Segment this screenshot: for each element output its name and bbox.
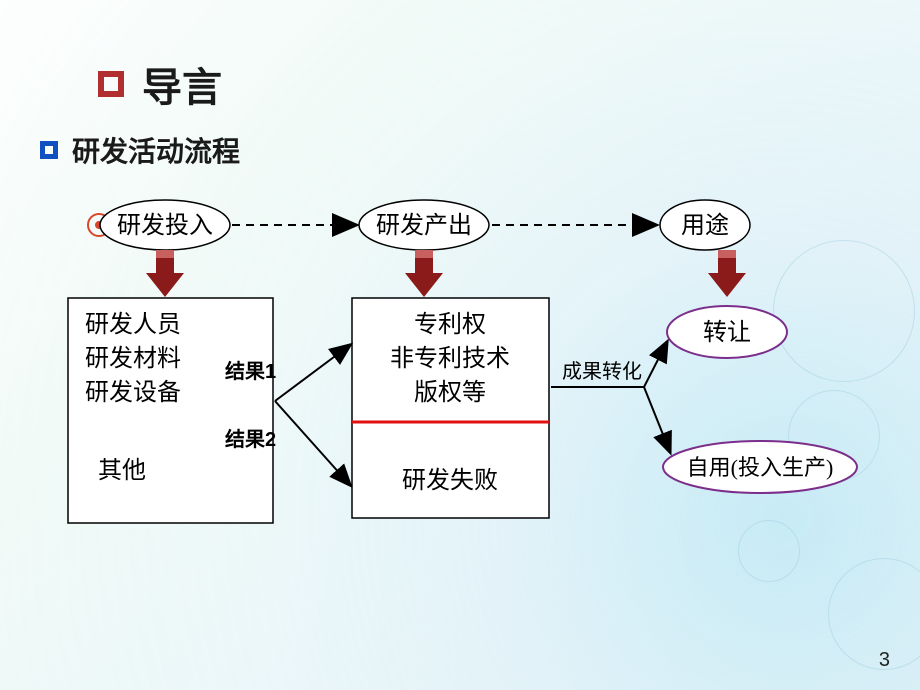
ellipse-output: 研发产出 [359, 200, 489, 250]
flowchart-svg: 研发投入 研发产出 用途 研发人员 研发材料 研发设备 其他 专利权 非专利技术… [0, 0, 920, 690]
right-box-line-2: 版权等 [414, 379, 486, 406]
left-box-line-1: 研发材料 [85, 345, 181, 372]
branch-right: 成果转化 [551, 342, 670, 452]
ellipse-input-label: 研发投入 [117, 212, 213, 239]
branch-label-1: 结果1 [225, 359, 276, 383]
left-box-line-2: 研发设备 [85, 379, 181, 406]
fat-arrow-2 [405, 250, 443, 297]
right-box-fail: 研发失败 [402, 467, 498, 494]
ellipse-output-label: 研发产出 [376, 212, 472, 239]
ellipse-input: 研发投入 [100, 200, 230, 250]
left-box-line-4: 其他 [98, 457, 146, 484]
ellipse-selfuse-label: 自用(投入生产) [687, 455, 834, 480]
box-input-details: 研发人员 研发材料 研发设备 其他 [68, 298, 273, 523]
right-box-line-1: 非专利技术 [390, 345, 510, 372]
ellipse-usage: 用途 [660, 200, 750, 250]
branch-right-label: 成果转化 [562, 360, 642, 383]
fat-arrow-1 [146, 250, 184, 297]
box-output-details: 专利权 非专利技术 版权等 研发失败 [352, 298, 549, 518]
right-box-line-0: 专利权 [414, 311, 486, 338]
branch-label-2: 结果2 [225, 427, 276, 451]
ellipse-selfuse: 自用(投入生产) [663, 441, 857, 493]
ellipse-usage-label: 用途 [681, 212, 729, 239]
page-number: 3 [879, 649, 890, 672]
ellipse-transfer-label: 转让 [703, 319, 751, 346]
left-box-line-0: 研发人员 [85, 311, 181, 338]
ellipse-transfer: 转让 [667, 306, 787, 358]
fat-arrow-3 [708, 250, 746, 297]
